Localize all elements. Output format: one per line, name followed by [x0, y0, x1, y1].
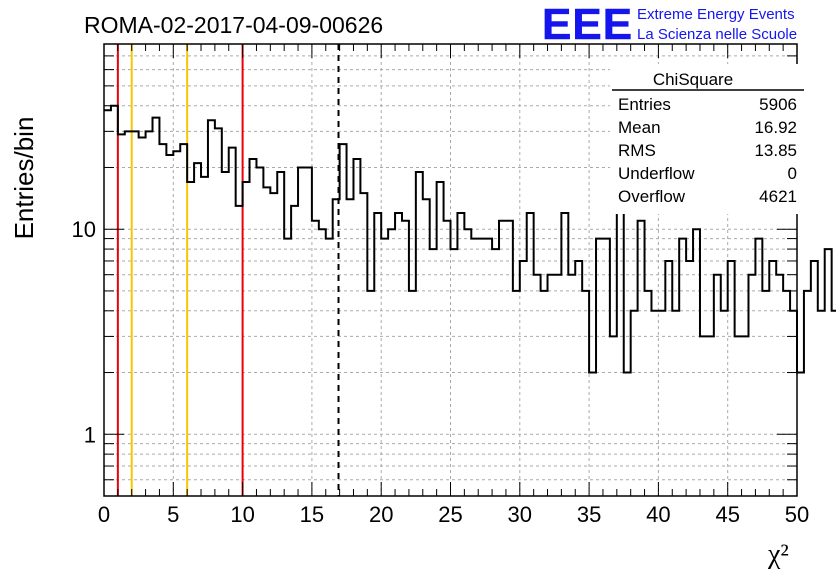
marker-lines	[116, 44, 340, 496]
stats-value: 16.92	[754, 118, 797, 137]
x-tick-label: 40	[646, 502, 670, 527]
x-tick-label: 10	[230, 502, 254, 527]
y-tick-label: 10	[72, 217, 96, 242]
x-tick-label: 15	[300, 502, 324, 527]
stats-value: 0	[788, 164, 797, 183]
x-tick-label: 25	[438, 502, 462, 527]
x-axis-tick-labels: 0 5 10 15 20 25 30 35 40 45 50	[98, 502, 809, 527]
logo-subtitle-line2: La Scienza nelle Scuole	[637, 26, 797, 43]
x-tick-label: 5	[167, 502, 179, 527]
logo-subtitle-line1: Extreme Energy Events	[637, 6, 795, 23]
stats-box: ChiSquare Entries 5906 Mean 16.92 RMS 13.85 Un…	[610, 64, 806, 214]
x-tick-label: 30	[508, 502, 532, 527]
y-axis-label: Entries/bin	[9, 117, 39, 240]
stats-label: Underflow	[618, 164, 695, 183]
x-tick-label: 50	[785, 502, 809, 527]
stats-value: 13.85	[754, 141, 797, 160]
stats-value: 4621	[759, 187, 797, 206]
x-tick-label: 20	[369, 502, 393, 527]
y-tick-label: 1	[84, 422, 96, 447]
stats-label: Entries	[618, 95, 671, 114]
stats-box-background	[610, 64, 806, 214]
histogram-series	[104, 104, 836, 374]
stats-label: Overflow	[618, 187, 686, 206]
x-axis-label: χ²	[767, 539, 789, 570]
x-tick-label: 0	[98, 502, 110, 527]
stats-label: Mean	[618, 118, 661, 137]
x-tick-label: 35	[577, 502, 601, 527]
stats-value: 5906	[759, 95, 797, 114]
stats-box-title: ChiSquare	[653, 70, 733, 89]
x-tick-label: 45	[715, 502, 739, 527]
eee-logo-text: EEE	[542, 0, 633, 49]
y-axis-tick-labels: 1 10	[72, 217, 96, 447]
plot-frame	[103, 43, 798, 497]
chart-title: ROMA-02-2017-04-09-00626	[84, 12, 383, 38]
stats-label: RMS	[618, 141, 656, 160]
stats-rows: Entries 5906 Mean 16.92 RMS 13.85 Underflow 0 Ov…	[618, 95, 797, 206]
